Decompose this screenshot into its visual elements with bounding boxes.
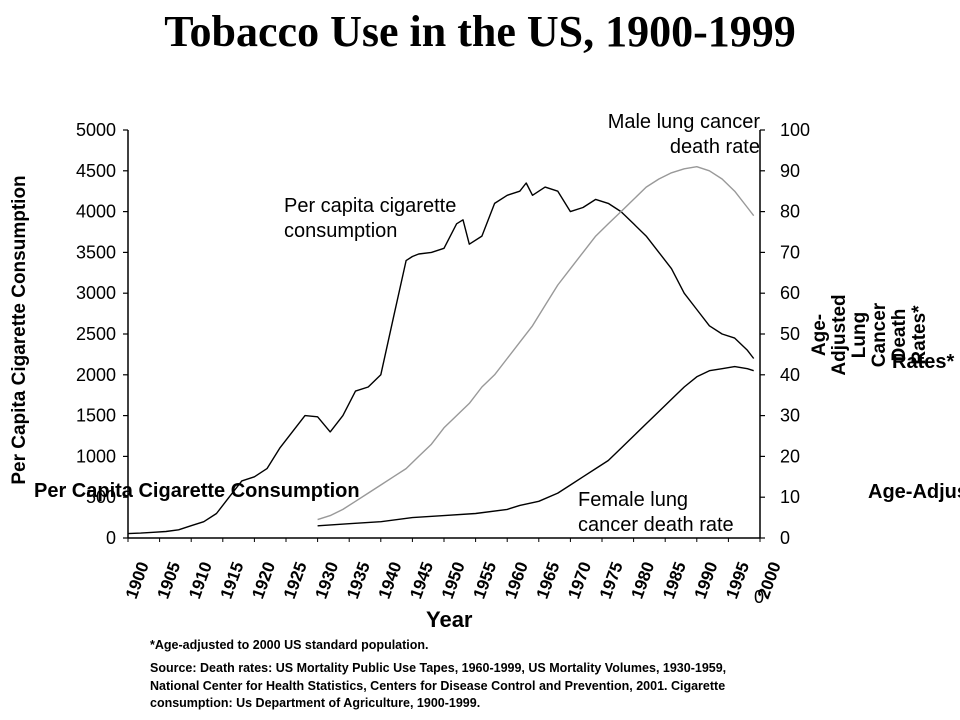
x-tick-label: 1920: [248, 559, 279, 601]
x-tick-label: 1900: [122, 559, 153, 601]
x-tick-label: 1935: [343, 559, 374, 601]
y-tick-label-left: 4000: [76, 202, 116, 222]
y-axis-label-left: Per Capita Cigarette Consumption: [9, 175, 30, 485]
x-axis-label: Year: [426, 607, 473, 632]
y-tick-label-left: 1500: [76, 406, 116, 426]
y-tick-label-right: 0: [780, 528, 790, 548]
x-tick-label: 1940: [375, 559, 406, 601]
y-tick-label-right: 40: [780, 365, 800, 385]
x-tick-label: 1910: [185, 559, 216, 601]
chart-title: Tobacco Use in the US, 1900-1999: [164, 7, 796, 56]
x-tick-stub: 0: [754, 587, 765, 607]
annotation-male: Male lung cancer death rate: [607, 111, 760, 158]
asterisk-note: *Age-adjusted to 2000 US standard popula…: [150, 638, 429, 652]
series-group: [127, 166, 755, 535]
y-tick-label-right: 100: [780, 120, 810, 140]
y-tick-label-left: 4500: [76, 161, 116, 181]
y-tick-label-left: 500: [86, 487, 116, 507]
series-male-line: [317, 166, 755, 521]
y-tick-label-right: 10: [780, 487, 800, 507]
y-tick-label-right: 20: [780, 446, 800, 466]
ghost-label-left: Per Capita Cigarette Consumption: [34, 480, 360, 502]
series-female-line: [317, 365, 754, 527]
y-tick-label-right: 50: [780, 324, 800, 344]
x-tick-label: 1925: [280, 559, 311, 601]
source-note: Source: Death rates: US Mortality Public…: [150, 661, 727, 710]
y-tick-label-left: 2000: [76, 365, 116, 385]
x-tick-label: 1930: [312, 559, 343, 601]
y-tick-label-right: 30: [780, 406, 800, 426]
x-tick-label: 1990: [691, 559, 722, 601]
x-tick-label: 1985: [659, 559, 690, 601]
annotation-per-capita: Per capita cigarette consumption: [284, 195, 457, 242]
x-tick-label: 1945: [406, 559, 437, 601]
x-tick-label: 1950: [438, 559, 469, 601]
axes-group: [127, 130, 761, 539]
x-tick-label: 1965: [533, 559, 564, 601]
y-tick-label-left: 3500: [76, 242, 116, 262]
ghost-label-right-top: Rates*: [892, 351, 955, 373]
x-tick-label: 1970: [564, 559, 595, 601]
x-tick-label: 1980: [628, 559, 659, 601]
ghost-label-right-bottom: Age-Adjus: [868, 481, 960, 503]
y-tick-label-right: 80: [780, 202, 800, 222]
y-tick-label-right: 60: [780, 283, 800, 303]
y-tick-label-left: 5000: [76, 120, 116, 140]
y-tick-label-left: 0: [106, 528, 116, 548]
x-tick-label: 1955: [470, 559, 501, 601]
y-tick-label-left: 3000: [76, 283, 116, 303]
y-tick-label-left: 2500: [76, 324, 116, 344]
y-tick-label-left: 1000: [76, 446, 116, 466]
x-tick-label: 1915: [217, 559, 248, 601]
series-per-capita-line: [127, 182, 755, 535]
y-tick-label-right: 70: [780, 242, 800, 262]
x-tick-label: 1975: [596, 559, 627, 601]
annotation-female: Female lung cancer death rate: [578, 489, 734, 536]
y-tick-label-right: 90: [780, 161, 800, 181]
x-tick-label: 1995: [722, 559, 753, 601]
x-tick-label: 1960: [501, 559, 532, 601]
x-tick-label: 1905: [154, 559, 185, 601]
